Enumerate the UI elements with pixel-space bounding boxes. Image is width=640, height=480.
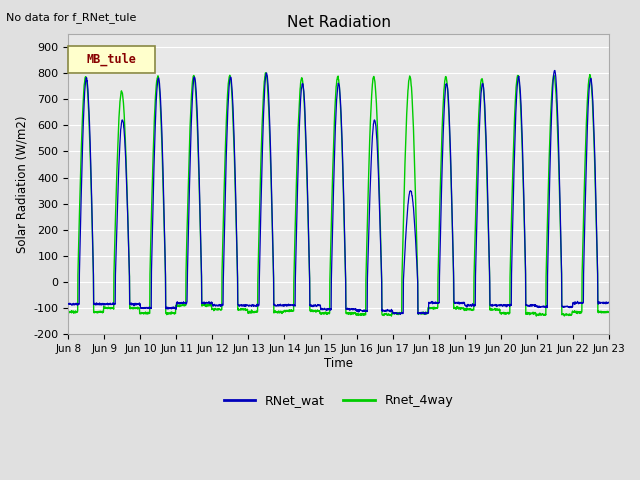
RNet_wat	[557, 257, 565, 263]
Rnet_4way	[573, 311, 580, 316]
RNet_wat	[496, 302, 504, 308]
RNet_wat	[366, 200, 374, 206]
Rnet_4way	[366, 131, 374, 137]
Line: Rnet_4way: Rnet_4way	[68, 73, 609, 316]
RNet_wat	[396, 312, 404, 317]
Rnet_4way	[215, 306, 223, 312]
RNet_wat	[573, 300, 580, 305]
Text: MB_tule: MB_tule	[86, 53, 136, 66]
Title: Net Radiation: Net Radiation	[287, 15, 390, 30]
FancyBboxPatch shape	[68, 46, 155, 73]
Y-axis label: Solar Radiation (W/m2): Solar Radiation (W/m2)	[15, 115, 28, 253]
RNet_wat	[215, 302, 223, 308]
Rnet_4way	[605, 309, 612, 314]
Line: RNet_wat: RNet_wat	[68, 71, 609, 314]
RNet_wat	[354, 307, 362, 312]
Rnet_4way	[496, 307, 504, 312]
X-axis label: Time: Time	[324, 357, 353, 370]
Rnet_4way	[557, 260, 565, 266]
RNet_wat	[605, 300, 612, 305]
RNet_wat	[551, 68, 559, 73]
Rnet_4way	[262, 70, 270, 76]
Text: No data for f_RNet_tule: No data for f_RNet_tule	[6, 12, 137, 23]
RNet_wat	[65, 301, 72, 307]
Rnet_4way	[388, 313, 396, 319]
Legend: RNet_wat, Rnet_4way: RNet_wat, Rnet_4way	[219, 389, 458, 412]
Rnet_4way	[65, 309, 72, 314]
Rnet_4way	[355, 312, 362, 318]
